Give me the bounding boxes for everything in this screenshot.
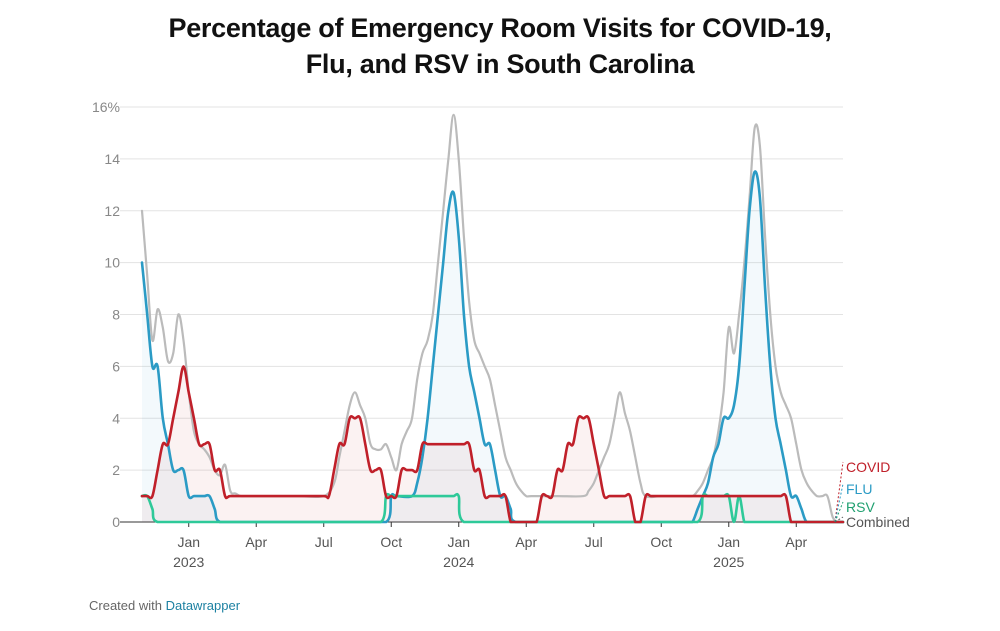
flu-label-connector: [834, 483, 844, 523]
footer-credit: Created with Datawrapper: [89, 598, 240, 613]
flu-line: [140, 170, 845, 524]
x-tick-label-apr-1: Apr: [245, 534, 267, 550]
covid-line: [140, 365, 845, 524]
x-tick-label-jul-6: Jul: [585, 534, 603, 550]
gridlines: [120, 106, 843, 471]
y-tick-label-8: 8: [112, 307, 120, 323]
y-tick-label-14: 14: [104, 151, 120, 167]
y-tick-label-16: 16%: [92, 99, 120, 115]
y-tick-label-2: 2: [112, 462, 120, 478]
combined-label: Combined: [846, 514, 910, 530]
footer-prefix: Created with: [89, 598, 166, 613]
y-tick-label-4: 4: [112, 410, 120, 426]
datawrapper-link[interactable]: Datawrapper: [165, 598, 241, 613]
chart-title-line-1: Percentage of Emergency Room Visits for …: [168, 13, 832, 43]
chart-title: Percentage of Emergency Room Visits for …: [0, 10, 1000, 82]
y-axis: 0 2 4 6 8 10 12 14 16%: [92, 99, 120, 530]
combined-label-connector: [834, 516, 844, 523]
y-tick-label-10: 10: [104, 255, 120, 271]
x-tick-label-apr-5: Apr: [515, 534, 537, 550]
x-tick-label-apr-9: Apr: [785, 534, 807, 550]
rsv-label-connector: [834, 501, 844, 523]
series-areas: [142, 171, 843, 522]
x-tick-label-jan-8: Jan: [717, 534, 740, 550]
covid-area: [142, 366, 843, 522]
series-lines: [140, 113, 845, 524]
rsv-line: [140, 492, 845, 524]
x-tick-label-jan-0: Jan: [177, 534, 200, 550]
y-tick-label-0: 0: [112, 514, 120, 530]
x-tick-label-oct-7: Oct: [650, 534, 672, 550]
x-tick-label-jul-2: Jul: [315, 534, 333, 550]
flu-area: [142, 171, 843, 522]
combined-line: [140, 113, 845, 524]
y-tick-label-6: 6: [112, 358, 120, 374]
rsv-label: RSV: [846, 499, 875, 515]
x-tick-year-2023: 2023: [173, 554, 204, 570]
covid-label: COVID: [846, 459, 890, 475]
x-axis: Jan 2023 Apr Jul Oct Jan 2024 Apr Jul Oct Jan 2025 A…: [120, 521, 843, 570]
y-tick-label-12: 12: [104, 203, 120, 219]
x-tick-label-jan-4: Jan: [447, 534, 470, 550]
x-tick-label-oct-3: Oct: [380, 534, 402, 550]
x-tick-year-2024: 2024: [443, 554, 474, 570]
x-tick-year-2025: 2025: [713, 554, 744, 570]
chart-title-line-2: Flu, and RSV in South Carolina: [305, 49, 695, 79]
flu-label: FLU: [846, 481, 872, 497]
